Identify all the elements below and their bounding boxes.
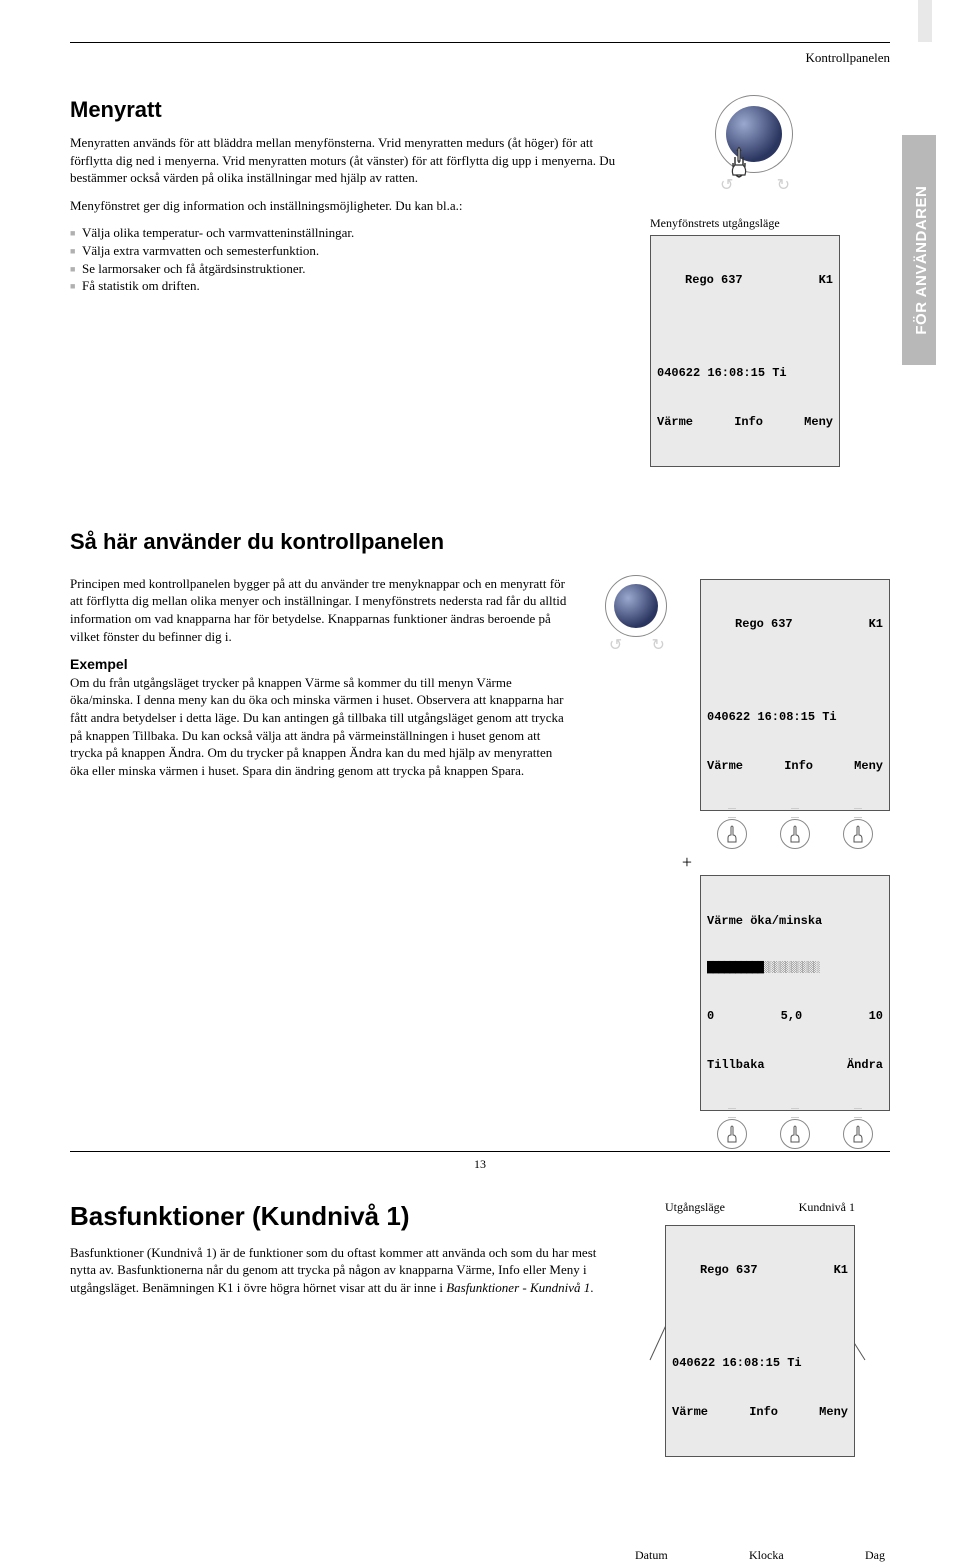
callout-label: Datum: [635, 1547, 668, 1563]
list-item: Välja extra varmvatten och semesterfunkt…: [82, 242, 620, 260]
sub-heading: Exempel: [70, 656, 128, 672]
lcd-text: 040622 16:08:15 Ti: [657, 365, 833, 381]
lcd-text: Meny: [854, 758, 883, 774]
lcd-progress: ██████████░░░░░░░░░░: [707, 961, 883, 976]
menu-knob-illustration: ↺↻: [715, 95, 795, 175]
lcd-text: Meny: [819, 1404, 848, 1420]
paragraph: Basfunktioner (Kundnivå 1) är de funktio…: [70, 1244, 600, 1297]
list-item: Få statistik om driften.: [82, 277, 620, 295]
lcd-text: Info: [734, 414, 763, 430]
list-item: Se larmorsaker och få åtgärdsinstruktion…: [82, 260, 620, 278]
panel-button[interactable]: [780, 1119, 810, 1149]
page-number: 13: [474, 1157, 486, 1171]
finger-icon: [725, 1125, 739, 1143]
panel-button[interactable]: [717, 1119, 747, 1149]
lcd-text: K1: [819, 272, 833, 288]
lcd-caption: Menyfönstrets utgångsläge: [650, 215, 860, 231]
callout-label: Dag: [865, 1547, 885, 1563]
panel-button[interactable]: [843, 1119, 873, 1149]
callout-label: Klocka: [749, 1547, 784, 1563]
lcd-text: Rego 637: [657, 272, 743, 288]
lcd-text: Värme öka/minska: [707, 913, 883, 929]
finger-icon: [788, 825, 802, 843]
panel-button[interactable]: [843, 819, 873, 849]
plus-icon: +: [682, 850, 692, 874]
lcd-display: Rego 637 K1 040622 16:08:15 Ti Värme Info…: [650, 235, 840, 467]
lcd-display: Rego 637 K1 040622 16:08:15 Ti Värme Info…: [700, 579, 890, 811]
lcd-display: Rego 637 K1 040622 16:08:15 Ti Värme Info…: [665, 1225, 855, 1457]
lcd-text: 5,0: [781, 1008, 803, 1024]
lcd-text: 040622 16:08:15 Ti: [707, 709, 883, 725]
page-header-title: Kontrollpanelen: [70, 49, 890, 67]
knob-arrows-icon: ↺↻: [609, 635, 665, 657]
lcd-text: Ändra: [847, 1057, 883, 1073]
paragraph: Principen med kontrollpanelen bygger på …: [70, 575, 570, 645]
lcd-text: Meny: [804, 414, 833, 430]
panel-buttons: [700, 819, 890, 849]
lcd-text: Tillbaka: [707, 1057, 765, 1073]
header-rule: [70, 42, 890, 43]
heading-kontrollpanelen: Så här använder du kontrollpanelen: [70, 527, 890, 557]
paragraph: Menyfönstret ger dig information och ins…: [70, 197, 620, 215]
finger-icon: [725, 825, 739, 843]
side-tab: FÖR ANVÄNDAREN: [902, 135, 936, 365]
panel-buttons: [700, 1119, 890, 1149]
lcd-text: Värme: [707, 758, 743, 774]
diagram-label: Utgångsläge: [665, 1199, 725, 1215]
panel-button[interactable]: [717, 819, 747, 849]
section-usage: Principen med kontrollpanelen bygger på …: [70, 575, 890, 1149]
knob-arrows-icon: ↺↻: [720, 175, 790, 197]
section-basfunktioner: Basfunktioner (Kundnivå 1) Basfunktioner…: [70, 1199, 890, 1563]
page-footer: 13: [70, 1151, 890, 1172]
list-item: Välja olika temperatur- och varmvattenin…: [82, 224, 620, 242]
lcd-text: K1: [834, 1262, 848, 1278]
finger-icon: [788, 1125, 802, 1143]
lcd-text: Rego 637: [707, 616, 793, 632]
lcd-text: 040622 16:08:15 Ti: [672, 1355, 848, 1371]
diagram-label: Kundnivå 1: [799, 1199, 855, 1215]
lcd-display: Värme öka/minska ██████████░░░░░░░░░░ 0 …: [700, 875, 890, 1110]
lcd-text: K1: [869, 616, 883, 632]
lcd-text: Värme: [657, 414, 693, 430]
heading-menyratt: Menyratt: [70, 95, 620, 125]
paragraph: Menyratten används för att bläddra mella…: [70, 134, 620, 187]
lcd-text: Info: [784, 758, 813, 774]
section-menyratt: Menyratt Menyratten används för att bläd…: [70, 95, 890, 468]
side-tab-label: FÖR ANVÄNDAREN: [912, 160, 932, 360]
margin-decoration: [918, 0, 932, 42]
menu-knob-illustration: ↺↻: [605, 575, 669, 639]
lcd-text: 10: [869, 1008, 883, 1024]
bullet-list: Välja olika temperatur- och varmvattenin…: [70, 224, 620, 294]
finger-icon: [851, 1125, 865, 1143]
panel-button[interactable]: [780, 819, 810, 849]
paragraph: Om du från utgångsläget trycker på knapp…: [70, 675, 564, 778]
heading-basfunktioner: Basfunktioner (Kundnivå 1): [70, 1199, 600, 1234]
lcd-text: Rego 637: [672, 1262, 758, 1278]
lcd-text: Värme: [672, 1404, 708, 1420]
finger-icon: [851, 825, 865, 843]
lcd-text: Info: [749, 1404, 778, 1420]
lcd-text: 0: [707, 1008, 714, 1024]
